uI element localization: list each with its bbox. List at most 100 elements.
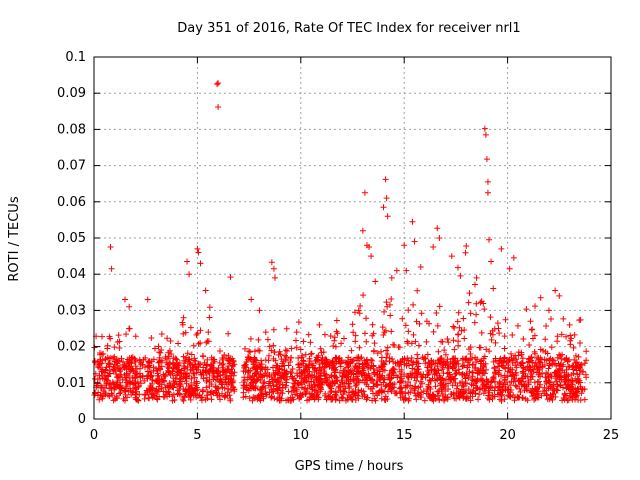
data-point	[449, 382, 456, 389]
data-point	[529, 373, 536, 380]
data-point	[113, 381, 120, 388]
data-point	[203, 377, 210, 384]
data-point	[369, 357, 376, 364]
data-point	[177, 391, 184, 398]
data-point	[270, 382, 277, 389]
data-point	[249, 372, 256, 379]
data-point	[498, 397, 505, 404]
data-point	[513, 356, 520, 363]
data-point	[252, 385, 259, 392]
data-point	[356, 310, 363, 317]
data-point	[91, 375, 98, 382]
data-point	[556, 292, 563, 299]
data-point	[401, 361, 408, 368]
data-point	[409, 365, 416, 372]
data-point	[246, 355, 253, 362]
data-point	[100, 388, 107, 395]
data-point	[287, 355, 294, 362]
data-point	[105, 373, 112, 380]
data-point	[281, 362, 288, 369]
data-point	[541, 361, 548, 368]
data-point	[352, 338, 359, 345]
data-point	[451, 346, 458, 353]
data-point	[454, 264, 461, 271]
data-point	[114, 357, 121, 364]
data-point	[106, 361, 113, 368]
data-point	[242, 361, 249, 368]
data-point	[332, 395, 339, 402]
data-point	[389, 384, 396, 391]
data-point	[257, 377, 264, 384]
data-point	[176, 376, 183, 383]
data-point	[328, 387, 335, 394]
data-point	[414, 287, 421, 294]
data-point	[240, 384, 247, 391]
data-point	[515, 352, 522, 359]
data-point	[338, 394, 345, 401]
data-point	[492, 370, 499, 377]
data-point	[382, 327, 389, 334]
data-point	[369, 385, 376, 392]
data-point	[341, 388, 348, 395]
data-point	[529, 393, 536, 400]
data-point	[270, 265, 277, 272]
data-point	[157, 349, 164, 356]
data-point	[225, 330, 232, 337]
data-point	[553, 386, 560, 393]
data-point	[268, 386, 275, 393]
data-point	[440, 381, 447, 388]
data-point	[472, 364, 479, 371]
data-point	[364, 359, 371, 366]
data-point	[110, 397, 117, 404]
data-point	[494, 320, 501, 327]
data-point	[384, 351, 391, 358]
data-point	[177, 375, 184, 382]
data-point	[577, 383, 584, 390]
data-point	[481, 306, 488, 313]
data-point	[129, 354, 136, 361]
data-point	[298, 384, 305, 391]
x-tick-label: 15	[396, 428, 413, 443]
data-point	[514, 393, 521, 400]
data-point	[321, 370, 328, 377]
data-point	[249, 379, 256, 386]
data-point	[291, 380, 298, 387]
data-point	[345, 363, 352, 370]
data-point	[347, 359, 354, 366]
data-point	[577, 397, 584, 404]
data-point	[320, 379, 327, 386]
data-point	[393, 372, 400, 379]
data-point	[572, 352, 579, 359]
data-point	[547, 355, 554, 362]
data-point	[406, 362, 413, 369]
data-point	[139, 361, 146, 368]
data-point	[405, 379, 412, 386]
data-point	[434, 376, 441, 383]
y-tick-label: 0.07	[57, 159, 86, 174]
data-point	[488, 336, 495, 343]
data-point	[246, 395, 253, 402]
data-point	[370, 380, 377, 387]
data-point	[272, 357, 279, 364]
data-point	[156, 376, 163, 383]
data-point	[444, 356, 451, 363]
data-point	[442, 394, 449, 401]
data-point	[289, 394, 296, 401]
data-point	[498, 372, 505, 379]
data-point	[511, 397, 518, 404]
data-point	[529, 335, 536, 342]
data-point	[298, 394, 305, 401]
data-point	[129, 374, 136, 381]
data-point	[424, 368, 431, 375]
data-point	[387, 312, 394, 319]
data-point	[257, 363, 264, 370]
data-point	[572, 359, 579, 366]
data-point	[165, 349, 172, 356]
data-point	[426, 376, 433, 383]
data-point	[322, 371, 329, 378]
data-point	[227, 376, 234, 383]
data-point	[349, 321, 356, 328]
data-point	[107, 354, 114, 361]
data-point	[369, 332, 376, 339]
data-point	[183, 354, 190, 361]
